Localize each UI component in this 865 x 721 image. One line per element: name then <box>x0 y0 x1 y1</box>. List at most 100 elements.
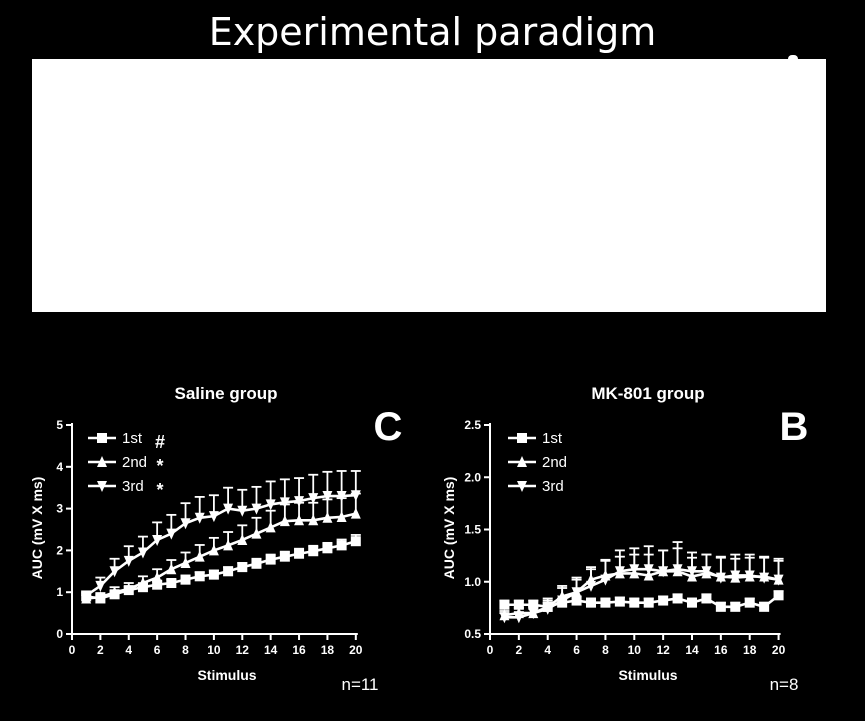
x-tick-label: 2 <box>516 643 523 657</box>
x-tick-label: 16 <box>292 643 306 657</box>
data-point <box>251 527 262 539</box>
data-point <box>759 601 770 612</box>
data-point <box>308 546 319 557</box>
data-point <box>528 599 539 610</box>
y-tick-label: 1.0 <box>464 575 481 589</box>
y-tick-label: 5 <box>56 418 63 432</box>
data-point <box>251 503 262 515</box>
data-point <box>499 599 510 610</box>
y-tick-label: 0 <box>56 627 63 641</box>
y-tick-label: 1.5 <box>464 523 481 537</box>
x-tick-label: 16 <box>714 643 728 657</box>
legend-label: 1st <box>542 430 563 447</box>
legend-marker <box>517 456 527 467</box>
data-point <box>81 590 92 602</box>
data-point <box>600 597 611 608</box>
y-tick-label: 2 <box>56 543 63 557</box>
data-point <box>528 608 539 620</box>
y-tick-label: 3 <box>56 502 63 516</box>
legend-marker <box>517 481 527 492</box>
y-axis-label: AUC (mV X ms) <box>441 477 457 580</box>
data-point <box>223 566 234 577</box>
data-point <box>137 577 148 589</box>
data-point <box>194 550 205 562</box>
data-point <box>180 518 191 530</box>
y-tick-label: 2.0 <box>464 470 481 484</box>
data-point <box>166 578 177 589</box>
data-point <box>571 595 582 606</box>
legend-label: 3rd <box>122 478 144 495</box>
x-tick-label: 0 <box>487 643 494 657</box>
x-tick-label: 20 <box>349 643 363 657</box>
data-point <box>223 539 234 551</box>
data-point <box>180 574 191 585</box>
paradigm-corner-mark <box>788 55 798 61</box>
data-point <box>687 597 697 608</box>
experimental-paradigm-box <box>32 59 826 312</box>
data-point <box>513 599 524 610</box>
series-1st <box>81 534 361 604</box>
data-point <box>557 595 568 607</box>
data-point <box>658 595 669 606</box>
data-point <box>294 514 305 526</box>
data-point <box>350 507 361 519</box>
x-tick-label: 6 <box>154 643 161 657</box>
data-point <box>279 497 290 509</box>
data-point <box>237 533 248 545</box>
data-point <box>223 503 234 515</box>
data-point <box>586 597 596 608</box>
data-point <box>643 597 654 608</box>
data-point <box>322 511 333 523</box>
data-point <box>308 514 319 526</box>
data-point <box>251 558 262 569</box>
data-point <box>672 564 683 576</box>
y-tick-label: 1 <box>56 585 63 599</box>
data-point <box>194 512 205 524</box>
data-point <box>265 554 276 565</box>
data-point <box>265 499 276 511</box>
data-point <box>294 548 305 559</box>
data-point <box>658 566 669 578</box>
series-3rd <box>81 470 361 602</box>
data-point <box>759 572 770 584</box>
x-tick-label: 18 <box>321 643 335 657</box>
data-point <box>336 510 347 522</box>
data-point <box>586 580 596 592</box>
chart-title: MK-801 group <box>591 384 704 403</box>
data-point <box>701 566 712 578</box>
data-point <box>715 601 726 612</box>
x-tick-label: 8 <box>182 643 189 657</box>
data-point <box>499 612 510 624</box>
data-point <box>629 597 640 608</box>
x-tick-label: 14 <box>264 643 278 657</box>
data-point <box>208 544 219 556</box>
x-tick-label: 20 <box>772 643 786 657</box>
data-point <box>279 551 290 562</box>
data-point <box>715 572 726 584</box>
data-point <box>350 490 361 502</box>
data-point <box>123 582 134 594</box>
data-point <box>614 566 625 578</box>
data-point <box>152 534 163 546</box>
data-point <box>513 612 524 624</box>
data-point <box>95 591 106 603</box>
data-point <box>773 590 784 601</box>
data-point <box>180 556 191 568</box>
data-point <box>600 574 611 586</box>
data-point <box>137 547 148 559</box>
data-point <box>350 536 361 547</box>
legend-marker <box>97 481 107 492</box>
legend-marker <box>97 456 107 467</box>
data-point <box>643 564 654 576</box>
data-point <box>237 562 248 573</box>
data-point <box>629 564 640 576</box>
data-point <box>95 580 106 592</box>
data-point <box>237 505 248 517</box>
sample-size-note: n=11 <box>341 675 378 694</box>
legend-label: 2nd <box>542 454 567 471</box>
significance-mark: # <box>155 432 165 452</box>
series-3rd <box>499 541 784 624</box>
data-point <box>744 597 755 608</box>
x-tick-label: 6 <box>573 643 580 657</box>
